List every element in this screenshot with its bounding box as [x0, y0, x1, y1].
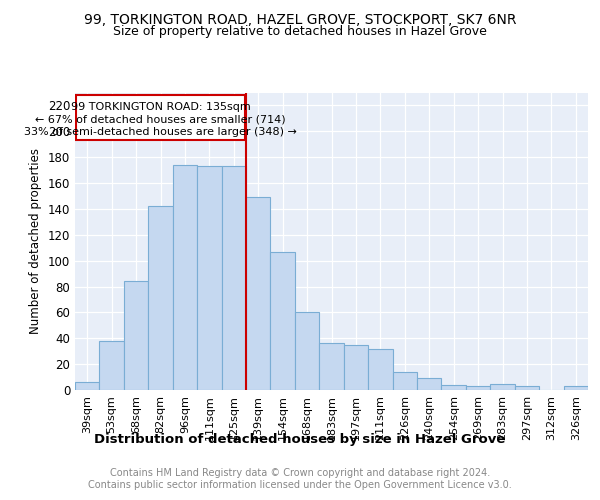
Text: 99, TORKINGTON ROAD, HAZEL GROVE, STOCKPORT, SK7 6NR: 99, TORKINGTON ROAD, HAZEL GROVE, STOCKP…	[84, 12, 516, 26]
Text: ← 67% of detached houses are smaller (714): ← 67% of detached houses are smaller (71…	[35, 114, 286, 124]
Bar	[417, 378, 442, 390]
Bar	[392, 372, 417, 390]
Text: Distribution of detached houses by size in Hazel Grove: Distribution of detached houses by size …	[94, 432, 506, 446]
Bar	[76, 95, 245, 140]
Bar	[75, 382, 100, 390]
Bar	[221, 166, 246, 390]
Bar	[442, 385, 466, 390]
Bar	[466, 386, 490, 390]
Bar	[173, 165, 197, 390]
Bar	[563, 386, 588, 390]
Bar	[148, 206, 173, 390]
Bar	[319, 344, 344, 390]
Bar	[344, 344, 368, 390]
Text: Contains HM Land Registry data © Crown copyright and database right 2024.: Contains HM Land Registry data © Crown c…	[110, 468, 490, 477]
Text: Size of property relative to detached houses in Hazel Grove: Size of property relative to detached ho…	[113, 25, 487, 38]
Bar	[197, 166, 221, 390]
Bar	[490, 384, 515, 390]
Y-axis label: Number of detached properties: Number of detached properties	[29, 148, 42, 334]
Bar	[271, 252, 295, 390]
Bar	[100, 341, 124, 390]
Text: 33% of semi-detached houses are larger (348) →: 33% of semi-detached houses are larger (…	[24, 128, 297, 138]
Bar	[295, 312, 319, 390]
Text: 99 TORKINGTON ROAD: 135sqm: 99 TORKINGTON ROAD: 135sqm	[71, 102, 250, 112]
Bar	[124, 282, 148, 390]
Text: Contains public sector information licensed under the Open Government Licence v3: Contains public sector information licen…	[88, 480, 512, 490]
Bar	[246, 198, 271, 390]
Bar	[368, 348, 392, 390]
Bar	[515, 386, 539, 390]
